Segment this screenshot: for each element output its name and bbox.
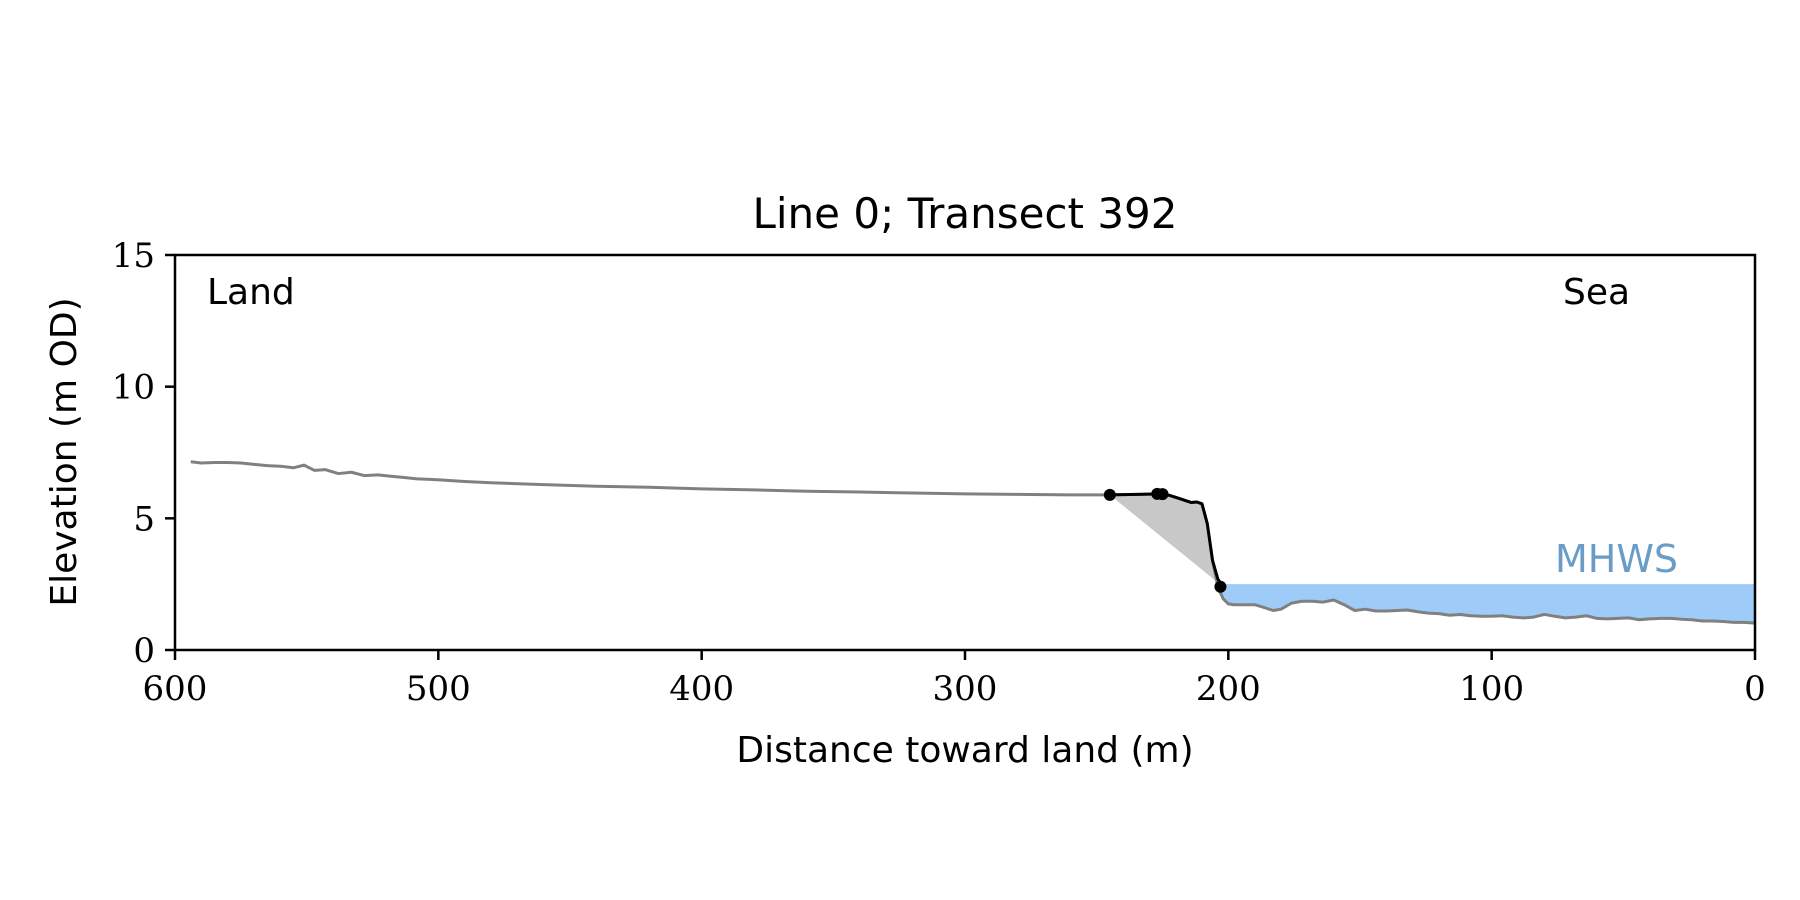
x-tick-label: 0 [1744,669,1766,709]
mhws-water-fill [1220,584,1755,624]
x-tick-label: 100 [1459,669,1524,709]
x-tick-label: 600 [143,669,208,709]
y-tick-label: 15 [112,236,155,276]
x-tick-label: 200 [1196,669,1261,709]
cliff-point [1156,488,1169,501]
chart-title: Line 0; Transect 392 [752,189,1177,238]
cliff-line [1109,492,1225,588]
cliff-point [1214,580,1227,593]
land-annotation: Land [207,272,295,313]
cliff-point [1103,488,1116,501]
x-axis-label: Distance toward land (m) [736,730,1193,771]
x-tick-label: 300 [933,669,998,709]
sea-annotation: Sea [1563,272,1630,313]
y-axis-label: Elevation (m OD) [44,297,85,606]
mhws-label: MHWS [1555,537,1678,581]
x-tick-label: 500 [406,669,471,709]
y-tick-label: 10 [112,368,155,408]
y-tick-label: 5 [133,499,155,539]
profile-line [190,460,1756,625]
x-tick-label: 400 [669,669,734,709]
plot-area [190,460,1756,625]
axis-ticks: 600 500 400 300 200 100 0 0 5 10 15 [112,236,1766,709]
cliff-erosion-wedge [1109,493,1224,587]
y-tick-label: 0 [133,631,155,671]
